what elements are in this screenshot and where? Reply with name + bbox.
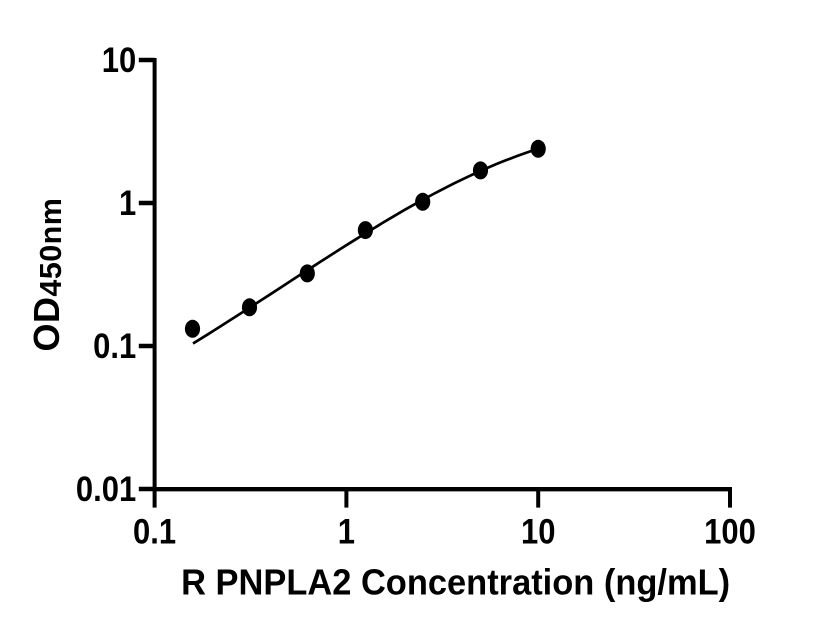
svg-text:0.01: 0.01 <box>76 470 136 509</box>
svg-text:10: 10 <box>521 513 555 552</box>
svg-text:100: 100 <box>704 513 756 552</box>
svg-text:0.1: 0.1 <box>93 327 136 366</box>
svg-text:R PNPLA2 Concentration (ng/mL): R PNPLA2 Concentration (ng/mL) <box>181 562 730 603</box>
svg-text:1: 1 <box>338 513 355 552</box>
svg-text:10: 10 <box>102 41 136 80</box>
svg-text:1: 1 <box>119 184 136 223</box>
svg-text:0.1: 0.1 <box>133 513 176 552</box>
